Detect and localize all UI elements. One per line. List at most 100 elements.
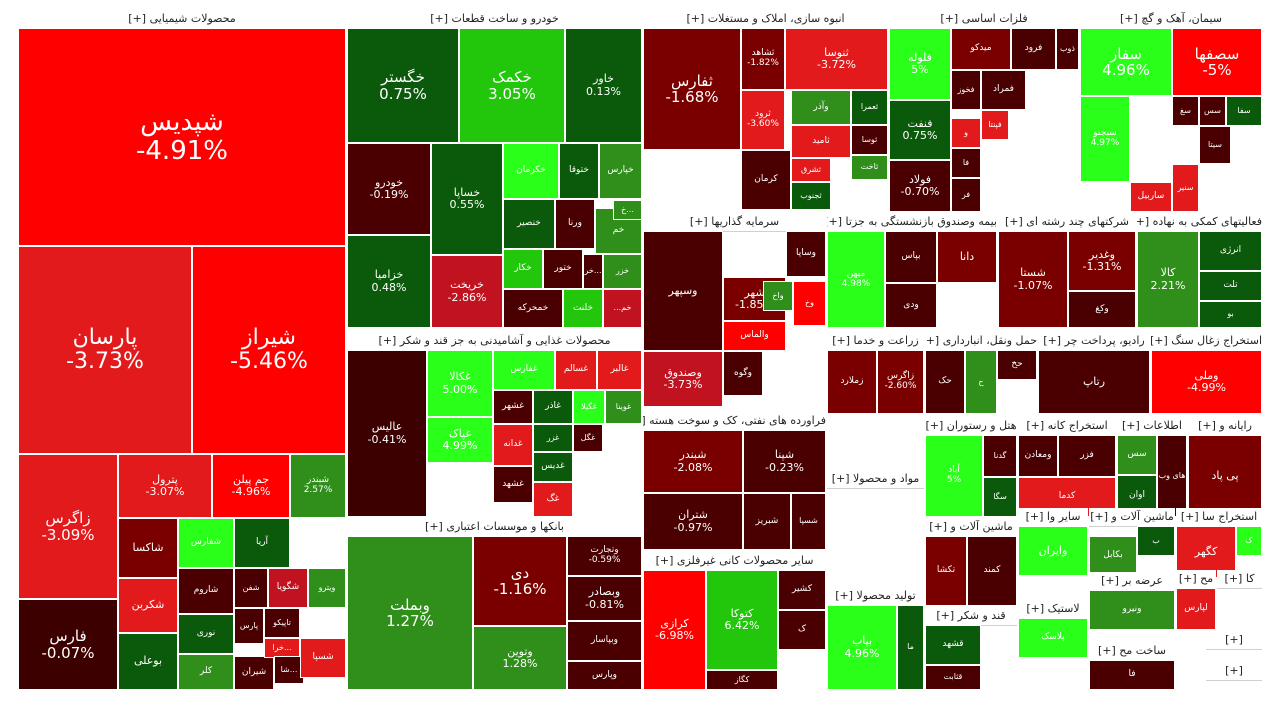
stock-tile[interactable]: خر... [583, 254, 603, 289]
stock-tile[interactable]: ب [1137, 526, 1175, 556]
sector-title[interactable]: [+] [1206, 662, 1262, 681]
stock-tile[interactable]: کگهر [1176, 526, 1236, 578]
stock-tile[interactable]: خریخت -2.86% [431, 255, 503, 328]
stock-tile[interactable]: ثشاهد -1.82% [741, 28, 785, 90]
stock-tile[interactable]: غگل [573, 424, 603, 452]
stock-tile[interactable]: ویترو [308, 568, 346, 608]
stock-tile[interactable]: پارسان -3.73% [18, 246, 192, 454]
stock-tile[interactable]: سنیر [1172, 164, 1199, 212]
sector-title[interactable]: رایانه و [+] [1188, 417, 1262, 436]
stock-tile[interactable]: شگویا [268, 568, 308, 608]
sector-title[interactable]: استخراج کانه [+] [1018, 417, 1116, 436]
stock-tile[interactable]: غاذر [533, 390, 573, 424]
stock-tile[interactable]: کلر [178, 654, 234, 690]
stock-tile[interactable]: میهن 4.98% [827, 231, 885, 328]
sector-title[interactable]: سرمایه گذاریها [+] [643, 213, 826, 232]
sector-title[interactable]: محصولات شیمیایی [+] [18, 10, 346, 29]
sector-title[interactable]: فراورده های نفتی، کک و سوخت هسته [+] [643, 412, 826, 431]
stock-tile[interactable]: قثابت [925, 665, 981, 690]
stock-tile[interactable]: شبریز [743, 493, 791, 550]
stock-tile[interactable]: دی -1.16% [473, 536, 567, 626]
stock-tile[interactable]: خاور 0.13% [565, 28, 642, 143]
stock-tile[interactable]: شپنا -0.23% [743, 430, 826, 493]
stock-tile[interactable]: غشهر [493, 390, 533, 424]
stock-tile[interactable]: عالیس -0.41% [347, 350, 427, 517]
stock-tile[interactable]: خساپا 0.55% [431, 143, 503, 255]
stock-tile[interactable]: دانا [937, 231, 997, 283]
stock-tile[interactable]: ساربیل [1130, 182, 1172, 212]
stock-tile[interactable]: خگستر 0.75% [347, 28, 459, 143]
stock-tile[interactable]: خزامیا 0.48% [347, 235, 431, 328]
stock-tile[interactable]: بکابل [1089, 536, 1137, 576]
stock-tile[interactable]: وبپاسار [567, 621, 642, 661]
stock-tile[interactable]: غدانه [493, 424, 533, 466]
stock-tile[interactable]: غوینا [605, 390, 642, 424]
stock-tile[interactable]: کرازی -6.98% [643, 570, 706, 690]
sector-title[interactable]: تولید محصولا [+] [827, 587, 924, 606]
stock-tile[interactable]: وغدیر -1.31% [1068, 231, 1136, 291]
stock-tile[interactable]: آباد 5% [925, 435, 983, 517]
stock-tile[interactable]: خ... [613, 200, 642, 220]
stock-tile[interactable]: ثنوسا -3.72% [785, 28, 888, 90]
stock-tile[interactable]: آریا [234, 518, 290, 568]
stock-tile[interactable]: شا... [274, 656, 304, 684]
stock-tile[interactable]: سبجنو 4.97% [1080, 96, 1130, 182]
sector-title[interactable]: لاستیک [+] [1018, 600, 1088, 619]
stock-tile[interactable]: غدیس [533, 452, 573, 482]
stock-tile[interactable]: وبصادر -0.81% [567, 576, 642, 621]
sector-title[interactable]: خودرو و ساخت قطعات [+] [347, 10, 642, 29]
stock-tile[interactable]: ثاخت [851, 155, 888, 180]
sector-title[interactable]: زراعت و خدما [+] [827, 332, 924, 351]
stock-tile[interactable]: قشهد [925, 625, 981, 665]
stock-tile[interactable]: کمند [967, 536, 1017, 606]
sector-title[interactable]: رادیو، پرداخت چر [+] [1038, 332, 1150, 351]
sector-title[interactable]: کا [+] [1217, 570, 1262, 589]
stock-tile[interactable]: وپارس [567, 661, 642, 690]
stock-tile[interactable]: خزر [603, 254, 642, 289]
sector-title[interactable]: استخراج زغال سنگ [+] [1151, 332, 1262, 351]
stock-tile[interactable]: سفا [1226, 96, 1262, 126]
sector-title[interactable]: شرکتهای چند رشته ای [+] [998, 213, 1136, 232]
stock-tile[interactable]: غالبر [597, 350, 642, 390]
sector-title[interactable]: فلزات اساسی [+] [889, 10, 1079, 29]
stock-tile[interactable]: انرژی [1199, 231, 1262, 271]
stock-tile[interactable]: کرمان [741, 150, 791, 210]
stock-tile[interactable]: خنصیر [503, 199, 555, 249]
stock-tile[interactable]: تلت [1199, 271, 1262, 301]
stock-tile[interactable]: زاگرس -2.60% [877, 350, 924, 414]
stock-tile[interactable]: پی پاد [1188, 435, 1262, 517]
stock-tile[interactable]: بوعلی [118, 633, 178, 690]
stock-tile[interactable]: وساپا [786, 231, 826, 277]
stock-tile[interactable]: زاگرس -3.09% [18, 454, 118, 599]
stock-tile[interactable]: وصندوق -3.73% [643, 351, 723, 407]
stock-tile[interactable]: غزر [533, 424, 573, 452]
stock-tile[interactable]: ما [897, 605, 924, 690]
stock-tile[interactable]: غگیلا [573, 390, 605, 424]
stock-tile[interactable]: شاروم [178, 568, 234, 614]
stock-tile[interactable]: شتران -0.97% [643, 493, 743, 550]
stock-tile[interactable]: ...خم [603, 289, 642, 328]
stock-tile[interactable]: فلوله 5% [889, 28, 951, 100]
stock-tile[interactable]: وتجارت -0.59% [567, 536, 642, 576]
stock-tile[interactable]: غسالم [555, 350, 597, 390]
stock-tile[interactable]: وخ [793, 281, 826, 326]
stock-tile[interactable]: واخ [763, 281, 793, 311]
stock-tile[interactable]: بپاس [885, 231, 937, 283]
sector-title[interactable]: ماشین آلات و [+] [1089, 508, 1175, 527]
stock-tile[interactable]: شبندر -2.08% [643, 430, 743, 493]
sector-title[interactable]: بیمه وصندوق بازنشستگی به جزتا [+] [827, 213, 997, 232]
stock-tile[interactable]: بو [1199, 301, 1262, 328]
sector-title[interactable]: محصولات غذایی و آشامیدنی به جز قند و شکر… [347, 332, 642, 351]
stock-tile[interactable]: ک [778, 610, 826, 650]
sector-title[interactable]: فعالیتهای کمکی به نهاده [+] [1137, 213, 1262, 232]
stock-tile[interactable]: سفار 4.96% [1080, 28, 1172, 96]
stock-tile[interactable]: فر [951, 178, 981, 212]
stock-tile[interactable]: حخ [997, 350, 1037, 380]
sector-title[interactable]: سایر محصولات کانی غیرفلزی [+] [643, 552, 826, 571]
stock-tile[interactable]: کالا 2.21% [1137, 231, 1199, 328]
stock-tile[interactable]: شیراز -5.46% [192, 246, 346, 454]
stock-tile[interactable]: فزر [1058, 435, 1116, 477]
sector-title[interactable]: ماشین آلات و [+] [925, 518, 1017, 537]
stock-tile[interactable]: فمراد [981, 70, 1026, 110]
stock-tile[interactable]: وسپهر [643, 231, 723, 351]
